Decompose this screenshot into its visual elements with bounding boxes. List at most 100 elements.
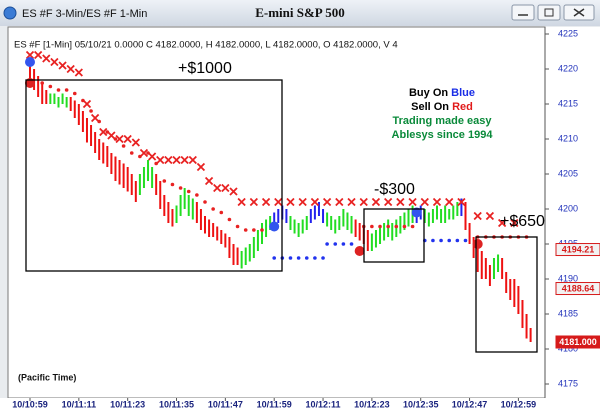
y-tick-label: 4215 xyxy=(558,98,578,108)
signal-marker xyxy=(354,246,365,256)
stop-marker xyxy=(156,155,165,165)
stop-marker xyxy=(34,50,43,60)
trail-dot xyxy=(162,179,167,183)
trail-dot xyxy=(64,88,69,92)
trail-dot xyxy=(203,200,207,204)
stop-marker xyxy=(90,113,100,123)
stop-marker xyxy=(310,197,320,207)
legend-note: Sell On Red xyxy=(411,101,473,113)
stop-marker xyxy=(172,155,181,165)
trade-result: -$300 xyxy=(374,181,415,198)
stop-marker xyxy=(457,197,466,207)
restore-button[interactable] xyxy=(537,4,561,21)
stop-marker xyxy=(74,68,83,77)
trail-dot xyxy=(394,224,399,229)
trail-dot xyxy=(97,119,101,124)
minimize-button[interactable] xyxy=(511,4,535,21)
stop-marker xyxy=(408,197,417,207)
y-tick-label: 4205 xyxy=(558,168,578,178)
trail-dot xyxy=(386,224,390,229)
trail-dot xyxy=(211,207,215,211)
x-tick-label: 10/12:47 xyxy=(452,399,488,409)
signal-marker xyxy=(472,239,483,249)
restore-icon xyxy=(544,8,554,17)
stop-marker xyxy=(322,197,332,207)
stop-marker xyxy=(180,155,189,165)
stop-marker xyxy=(497,218,507,228)
x-tick-label: 10/11:23 xyxy=(110,399,145,409)
stop-marker xyxy=(82,99,92,109)
y-tick-label: 4200 xyxy=(558,203,578,213)
trail-dot xyxy=(370,224,374,229)
stop-marker xyxy=(99,127,108,137)
stop-marker xyxy=(188,155,197,165)
note-text: Buy On xyxy=(409,87,448,99)
stop-marker xyxy=(164,155,173,165)
trail-dot xyxy=(333,242,338,246)
x-tick-label: 10/11:59 xyxy=(257,399,292,409)
stop-marker xyxy=(286,197,295,207)
stop-marker xyxy=(371,197,381,207)
trail-dot xyxy=(105,130,110,134)
price-label: 4188.64 xyxy=(562,283,595,293)
trail-dot xyxy=(304,256,309,260)
trail-dot xyxy=(154,161,158,166)
stop-marker xyxy=(66,64,75,74)
trail-dot xyxy=(219,210,224,215)
info-line: ES #F [1-Min] 05/10/21 0.0000 C 4182.000… xyxy=(14,40,398,51)
stop-marker xyxy=(131,138,140,147)
trail-dot xyxy=(463,238,468,243)
trail-dot xyxy=(243,228,248,232)
title-bar xyxy=(0,0,600,26)
trade-result: +$650 xyxy=(500,213,545,230)
note-text: Sell On xyxy=(411,101,449,113)
y-tick-label: 4190 xyxy=(558,273,578,283)
x-axis-area xyxy=(0,398,600,412)
stop-marker xyxy=(432,197,442,207)
trail-dot xyxy=(235,224,240,229)
stop-marker xyxy=(396,197,405,207)
trail-dot xyxy=(48,84,53,89)
stop-marker xyxy=(249,197,258,207)
timezone-label: (Pacific Time) xyxy=(18,372,76,382)
trail-dot xyxy=(252,228,256,232)
stop-marker xyxy=(510,218,519,228)
x-tick-label: 10/12:59 xyxy=(501,399,537,409)
trail-dot xyxy=(40,81,45,85)
trail-dot xyxy=(402,224,407,229)
marks xyxy=(25,50,532,342)
stop-marker xyxy=(196,162,206,172)
stop-marker xyxy=(420,197,429,207)
trail-dot xyxy=(72,91,77,96)
trade-box xyxy=(475,236,538,353)
stop-marker xyxy=(115,134,124,144)
stop-marker xyxy=(213,183,222,193)
tagline: Trading made easy xyxy=(392,115,492,127)
stop-marker xyxy=(107,131,116,140)
trail-dot xyxy=(431,238,435,243)
chart-title: E-mini S&P 500 xyxy=(255,5,345,20)
trail-dot xyxy=(113,137,118,141)
stop-marker xyxy=(123,134,132,144)
x-tick-label: 10/12:35 xyxy=(403,399,439,409)
x-tick-label: 10/12:23 xyxy=(354,399,390,409)
trail-dot xyxy=(260,228,264,232)
y-tick-label: 4175 xyxy=(558,378,578,388)
trail-dot xyxy=(313,256,317,260)
trail-dot xyxy=(447,238,452,243)
trail-dot xyxy=(321,256,325,260)
trail-dot xyxy=(121,144,126,148)
trail-dot xyxy=(186,189,191,194)
price-label: 4194.21 xyxy=(562,244,595,254)
trail-dot xyxy=(81,98,85,103)
trail-dot xyxy=(89,109,93,113)
trade-box xyxy=(25,79,283,272)
stop-marker xyxy=(261,197,271,207)
stop-marker xyxy=(298,197,307,207)
stop-marker xyxy=(58,61,67,70)
trail-dot xyxy=(439,238,443,243)
x-tick-label: 10/10:59 xyxy=(12,399,48,409)
trail-dot xyxy=(288,256,293,260)
trade-result: +$1000 xyxy=(178,60,232,77)
